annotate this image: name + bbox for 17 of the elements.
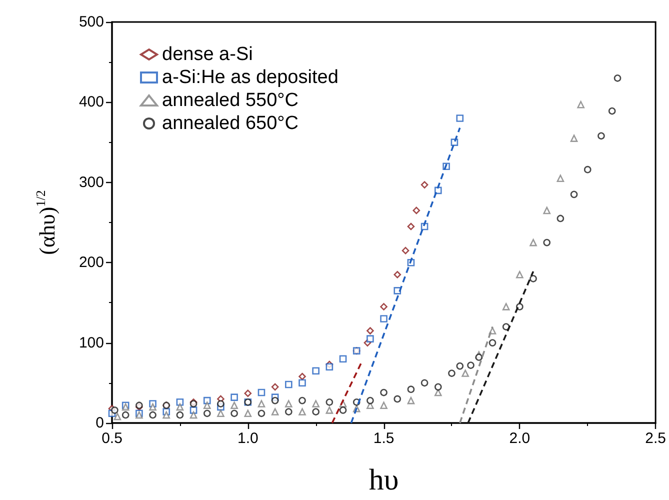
legend-label: dense a-Si (162, 44, 253, 65)
y-tick-label: 300 (78, 174, 104, 191)
x-axis-title: hυ (368, 464, 399, 496)
y-tick-label: 0 (96, 414, 104, 432)
y-tick-label: 200 (78, 254, 104, 272)
x-tick-label: 0.5 (102, 430, 122, 447)
y-tick-label: 500 (78, 14, 104, 30)
y-tick-label: 400 (78, 94, 104, 111)
x-tick-label: 1.5 (373, 430, 394, 447)
y-axis-title: (αhυ)1/2 (33, 190, 60, 255)
y-tick-label: 100 (78, 334, 104, 352)
legend-label: annealed 650°C (162, 113, 298, 134)
x-tick-label: 2.5 (645, 430, 666, 447)
x-tick-label: 1.0 (237, 430, 258, 447)
legend-label: a-Si:He as deposited (162, 67, 338, 88)
x-tick-label: 2.0 (509, 430, 530, 447)
legend-label: annealed 550°C (162, 90, 298, 111)
